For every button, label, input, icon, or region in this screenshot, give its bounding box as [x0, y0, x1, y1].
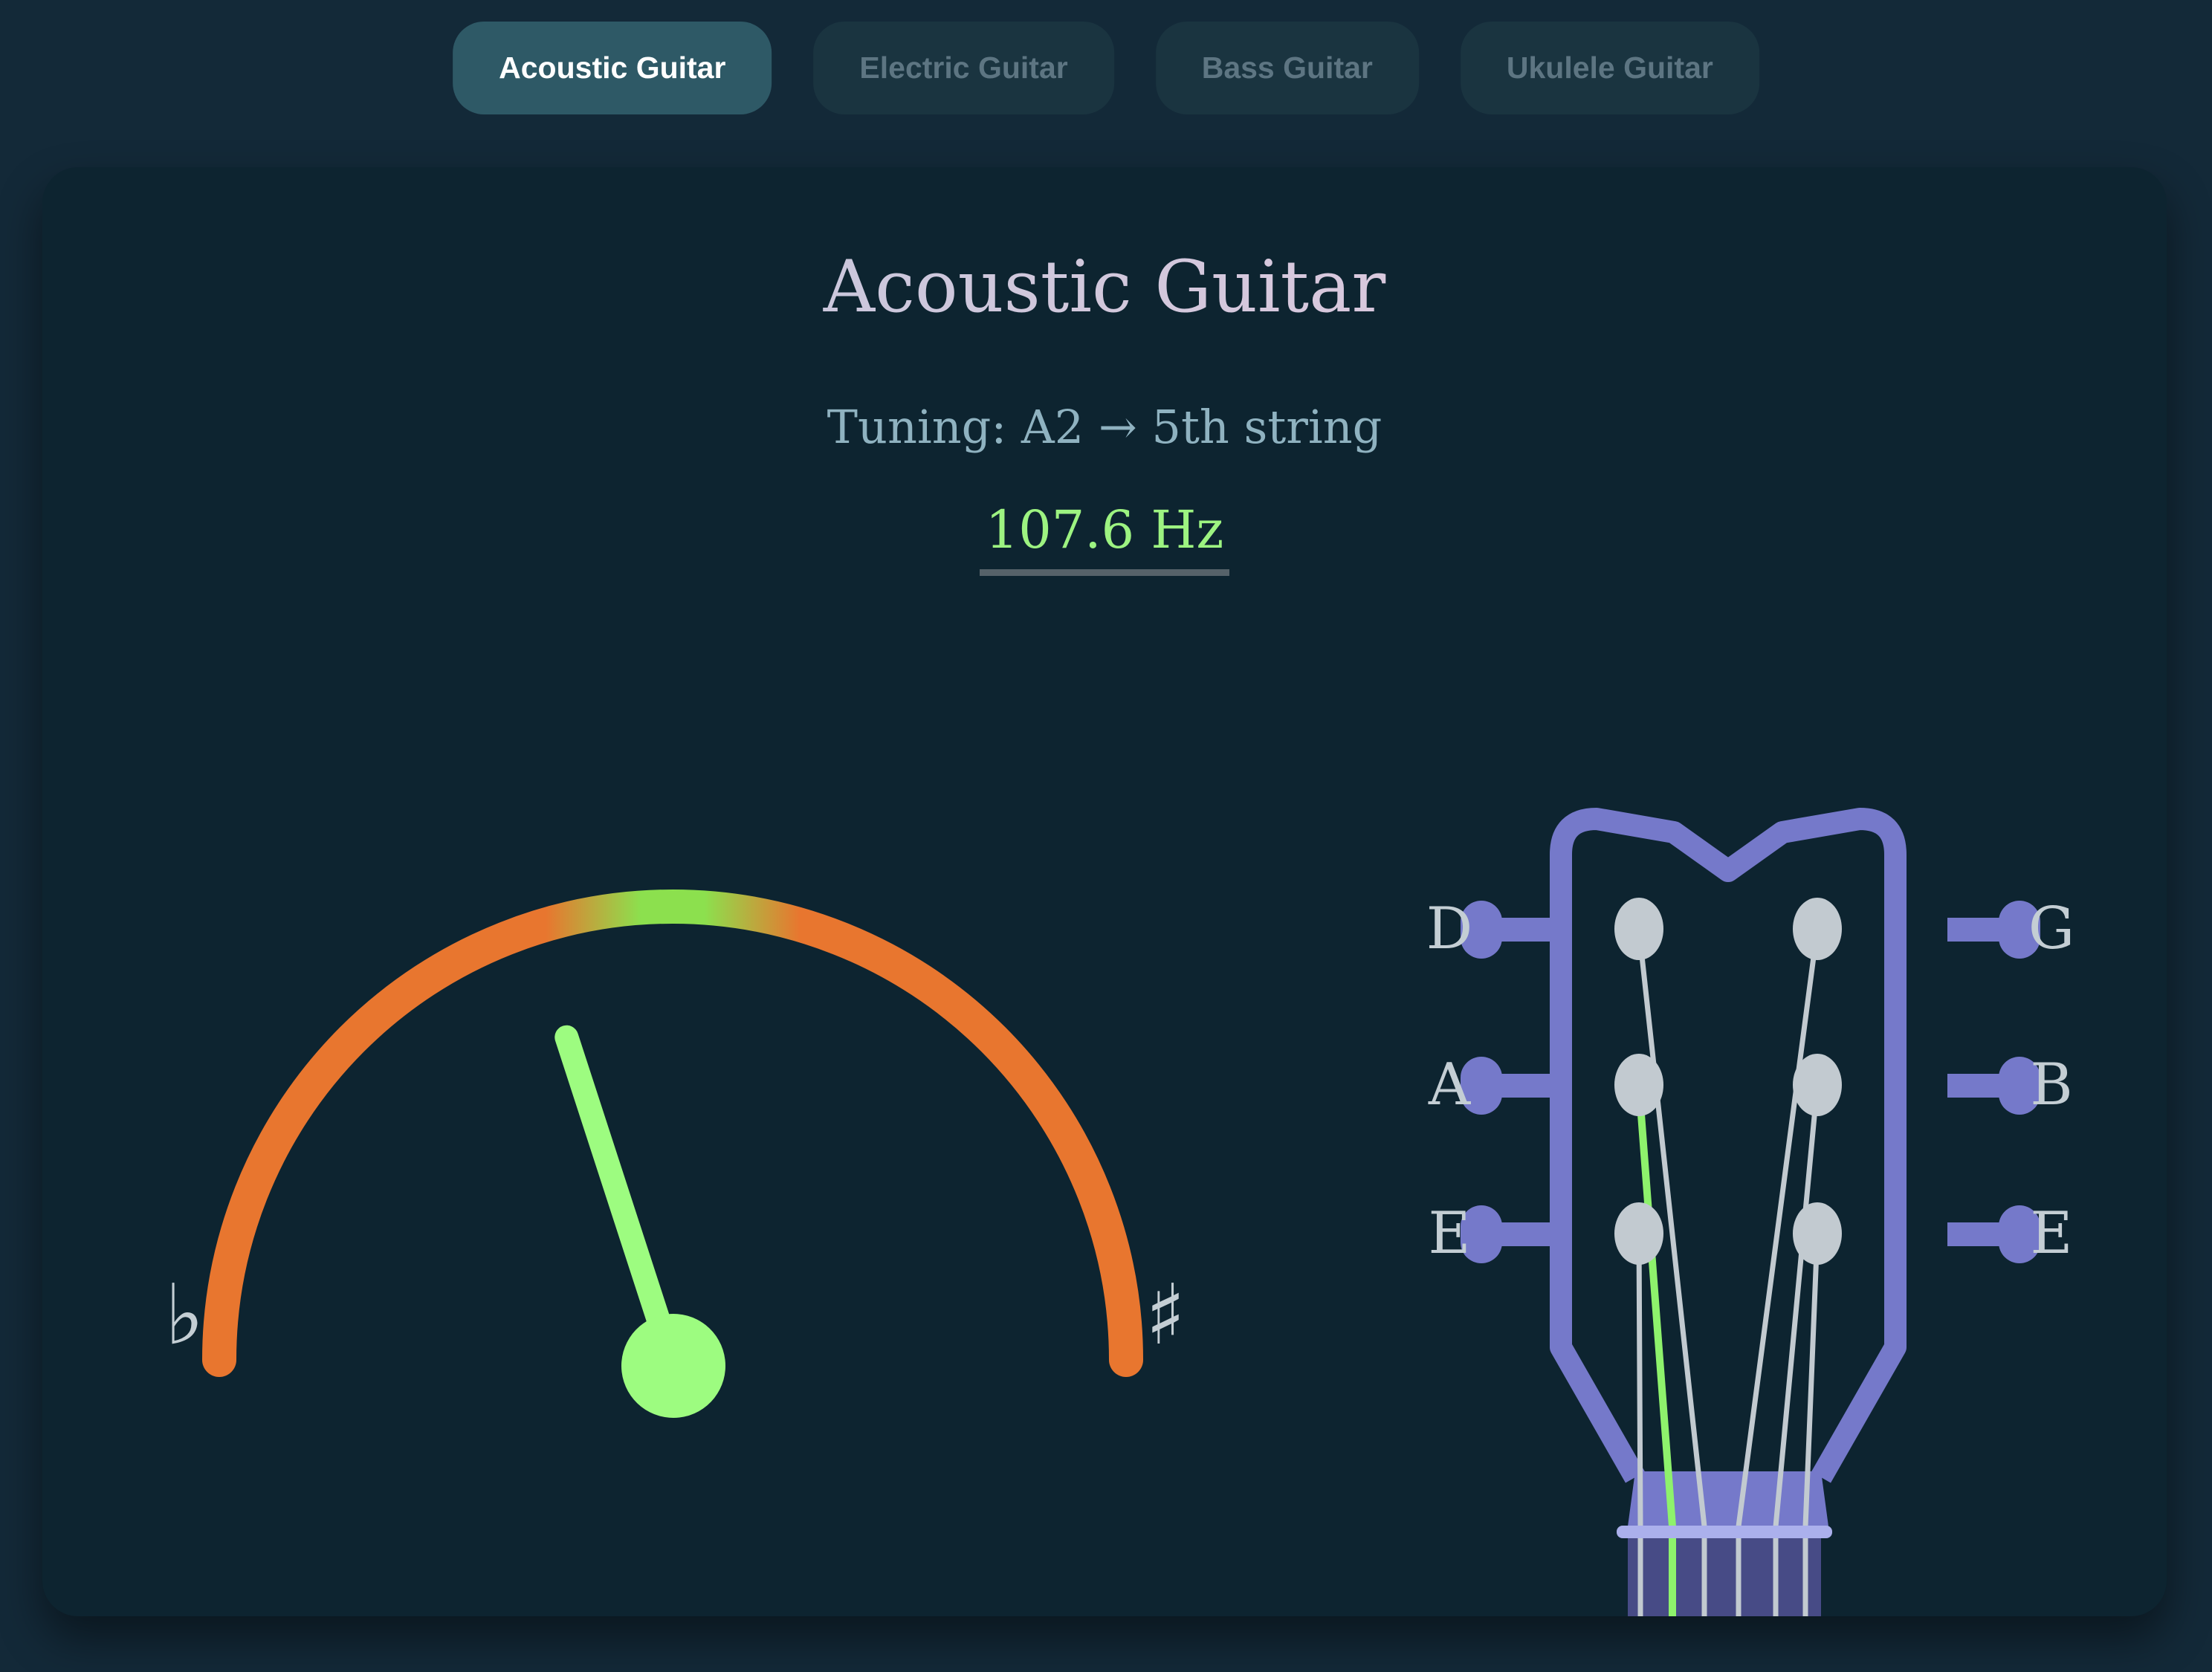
- flat-icon: ♭: [164, 1267, 204, 1364]
- string-label-e-low: E: [1429, 1200, 1471, 1267]
- needle-pivot: [621, 1314, 725, 1418]
- string-label-g: G: [2028, 895, 2074, 962]
- frequency-wrap: 107.6 Hz: [42, 499, 2167, 576]
- instrument-tabs: Acoustic Guitar Electric Guitar Bass Gui…: [453, 22, 1759, 114]
- post-g: [1793, 898, 1842, 960]
- headstock-diagram: D A E G B E: [1426, 808, 2074, 1616]
- string-e-low: [1636, 1233, 1643, 1616]
- string-label-d: D: [1426, 895, 1473, 962]
- tuning-peg-e-high[interactable]: [1947, 1205, 2040, 1263]
- post-b: [1793, 1054, 1842, 1116]
- tuning-peg-g[interactable]: [1947, 901, 2040, 959]
- string-label-e-high: E: [2031, 1200, 2073, 1267]
- tuning-peg-a[interactable]: [1461, 1057, 1553, 1115]
- tuning-gauge: [202, 890, 1143, 1418]
- tuning-peg-e-low[interactable]: [1461, 1205, 1553, 1263]
- post-e-low: [1614, 1202, 1663, 1265]
- headstock-collar: [1628, 1471, 1828, 1526]
- frequency-value[interactable]: 107.6 Hz: [979, 499, 1230, 576]
- sharp-icon: ♯: [1145, 1267, 1186, 1364]
- tab-bass-guitar[interactable]: Bass Guitar: [1155, 22, 1419, 114]
- tab-acoustic-guitar[interactable]: Acoustic Guitar: [453, 22, 772, 114]
- post-a: [1614, 1054, 1663, 1116]
- tuning-peg-d[interactable]: [1461, 901, 1553, 959]
- gauge-needle: [554, 1025, 725, 1418]
- gauge-arc: [202, 890, 1143, 1377]
- tab-ukulele-guitar[interactable]: Ukulele Guitar: [1460, 22, 1759, 114]
- post-e-high: [1793, 1202, 1842, 1265]
- tuning-peg-b[interactable]: [1947, 1057, 2040, 1115]
- nut-bar: [1617, 1526, 1832, 1538]
- tab-electric-guitar[interactable]: Electric Guitar: [813, 22, 1114, 114]
- tuning-subtitle: Tuning: A2 → 5th string: [827, 400, 1382, 454]
- post-d: [1614, 898, 1663, 960]
- headstock-outline: [1550, 808, 1907, 1483]
- guitar-neck: [1628, 1537, 1821, 1616]
- page-title: Acoustic Guitar: [42, 245, 2167, 328]
- string-label-b: B: [2030, 1052, 2072, 1118]
- string-label-a: A: [1428, 1052, 1472, 1118]
